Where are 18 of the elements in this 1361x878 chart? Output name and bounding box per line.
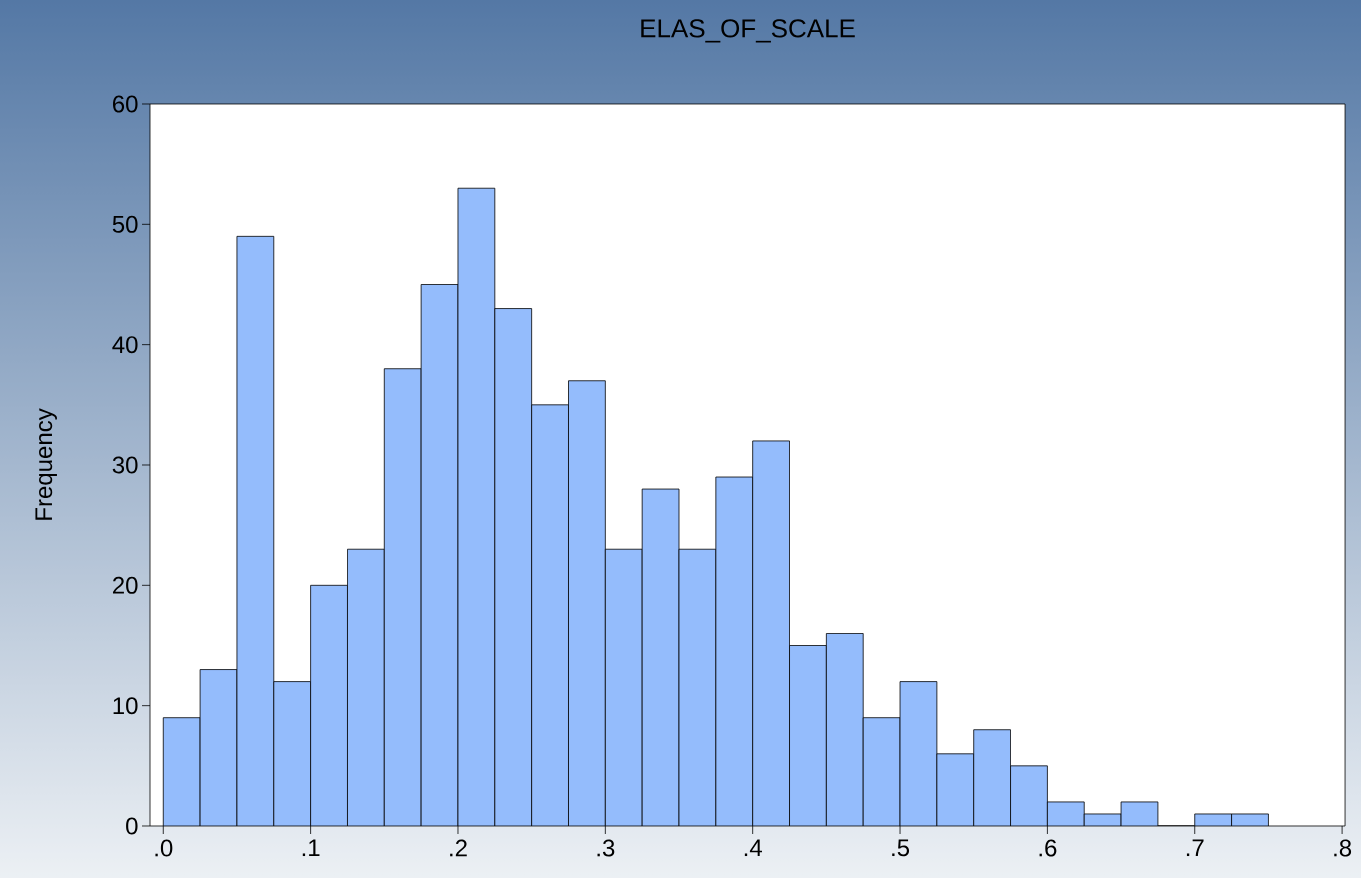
x-tick-label: .5	[892, 839, 910, 857]
y-axis-title: Frequency	[35, 408, 57, 520]
x-tick-label: .7	[1186, 839, 1204, 857]
y-tick-label: 60	[113, 95, 138, 113]
x-tick-label: .0	[155, 839, 173, 857]
y-tick-label: 20	[112, 576, 138, 594]
x-tick-label: .2	[450, 839, 467, 857]
x-tick-label: .3	[597, 839, 615, 857]
y-tick-label: 30	[112, 456, 138, 474]
chart-title: ELAS_OF_SCALE	[641, 19, 855, 43]
y-tick-label: 50	[112, 215, 138, 233]
y-tick-label: 0	[126, 817, 138, 835]
x-tick-label: .6	[1039, 839, 1057, 857]
y-tick-label: 10	[113, 697, 138, 715]
x-tick-label: .8	[1334, 839, 1352, 857]
x-tick-label: .4	[744, 839, 762, 857]
y-tick-label: 40	[112, 336, 138, 354]
x-tick-label: .1	[302, 839, 320, 857]
